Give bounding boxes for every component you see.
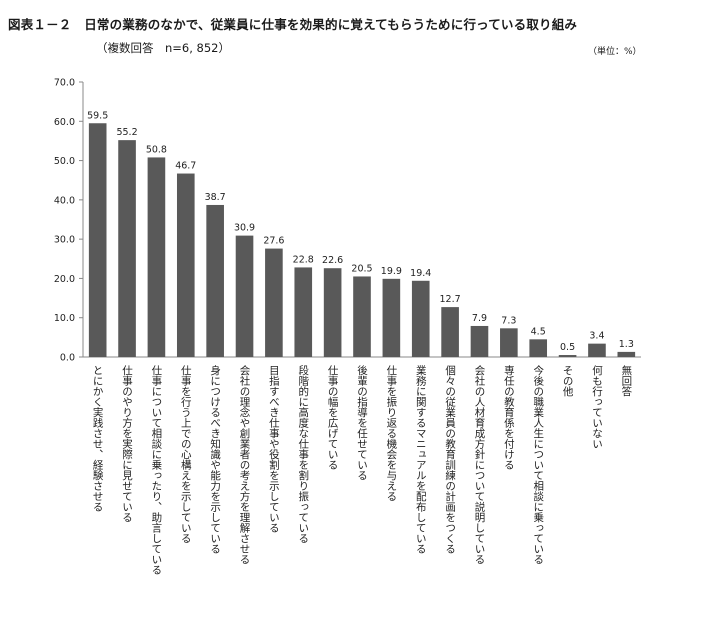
category-label: 無回答 xyxy=(620,364,632,397)
value-label: 1.3 xyxy=(619,339,634,350)
bar xyxy=(411,280,430,357)
bar xyxy=(176,173,195,357)
bar xyxy=(294,267,313,357)
bar xyxy=(588,343,606,357)
category-label: 仕事の幅を広げている xyxy=(327,364,339,470)
category-label: 専任の教育係を付ける xyxy=(503,365,515,470)
value-label: 38.7 xyxy=(205,192,226,203)
bar xyxy=(353,276,371,357)
category-label: その他 xyxy=(562,365,574,397)
y-tick-label: 40.0 xyxy=(54,195,75,206)
value-label: 27.6 xyxy=(263,236,284,247)
category-label: 仕事のやり方を実際に見せている xyxy=(121,364,133,522)
bar xyxy=(470,325,489,357)
category-label: 仕事を振り返る機会を与える xyxy=(385,364,397,501)
value-label: 30.9 xyxy=(234,223,255,234)
bar xyxy=(88,123,107,357)
bar xyxy=(558,355,577,357)
category-label: 業務に関するマニュアルを配布している xyxy=(415,364,427,554)
value-label: 46.7 xyxy=(175,161,196,172)
category-label: 何も行っていない xyxy=(591,364,603,449)
category-label: 会社の理念や創業者の考え方を理解させる xyxy=(239,364,251,564)
bar xyxy=(382,278,401,357)
bars xyxy=(88,123,636,357)
chart-subtitle: （複数回答 n=6, 852） xyxy=(96,41,231,55)
value-label: 20.5 xyxy=(351,263,372,274)
category-label: とにかく実践させ、経験させる xyxy=(92,365,104,512)
bar xyxy=(323,268,342,357)
value-label: 59.5 xyxy=(87,110,108,121)
y-tick-label: 0.0 xyxy=(60,353,75,364)
value-label: 7.3 xyxy=(501,315,516,326)
value-label: 19.9 xyxy=(381,266,402,277)
bar xyxy=(617,351,636,357)
value-label: 12.7 xyxy=(440,294,461,305)
category-label: 仕事を行う上での心構えを示している xyxy=(180,364,192,543)
bar xyxy=(235,235,254,357)
category-label: 後輩の指導を任せている xyxy=(356,364,368,480)
y-tick-label: 50.0 xyxy=(54,156,75,167)
value-label: 22.8 xyxy=(293,254,314,265)
bar xyxy=(206,204,224,357)
value-label: 0.5 xyxy=(560,342,575,353)
category-label: 身につけるべき知識や能力を示している xyxy=(209,364,221,554)
unit-label: （単位：%） xyxy=(588,47,642,57)
chart-title: 図表１－２ 日常の業務のなかで、従業員に仕事を効果的に覚えてもらうために行ってい… xyxy=(8,17,578,32)
bar xyxy=(529,339,548,357)
category-labels: とにかく実践させ、経験させる 仕事のやり方を実際に見せている 仕事について相談に乗っ… xyxy=(92,364,633,575)
value-label: 3.4 xyxy=(589,331,604,342)
value-label: 4.5 xyxy=(531,326,546,337)
bar xyxy=(265,248,283,357)
category-label: 会社の人材育成方針について説明している xyxy=(473,364,485,564)
value-label: 50.8 xyxy=(146,144,167,155)
category-label: 仕事について相談に乗ったり、助言している xyxy=(150,364,162,575)
bar xyxy=(500,328,518,357)
category-label: 個々の従業員の教育訓練の計画をつくる xyxy=(444,364,456,554)
bar xyxy=(441,307,459,357)
value-label: 19.4 xyxy=(410,268,431,279)
bar xyxy=(147,157,166,357)
y-tick-label: 60.0 xyxy=(54,117,75,128)
y-tick-label: 10.0 xyxy=(54,313,75,324)
value-label: 55.2 xyxy=(116,127,137,138)
bar xyxy=(118,140,136,357)
category-label: 目指すべき仕事や役割を示している xyxy=(268,365,280,533)
value-labels: 59.5 55.2 50.8 46.7 38.7 30.9 27.6 22.8 22.6 20.5… xyxy=(87,110,634,353)
y-tick-label: 70.0 xyxy=(54,78,75,89)
category-label: 今後の職業人生について相談に乗っている xyxy=(532,364,544,564)
value-label: 7.9 xyxy=(472,313,487,324)
y-tick-labels: 0.0 10.0 20.0 30.0 40.0 50.0 60.0 70.0 xyxy=(54,78,75,364)
value-label: 22.6 xyxy=(322,255,343,266)
y-tick-label: 30.0 xyxy=(54,235,75,246)
y-tick-label: 20.0 xyxy=(54,274,75,285)
category-label: 段階的に高度な仕事を割り振っている xyxy=(297,364,309,543)
